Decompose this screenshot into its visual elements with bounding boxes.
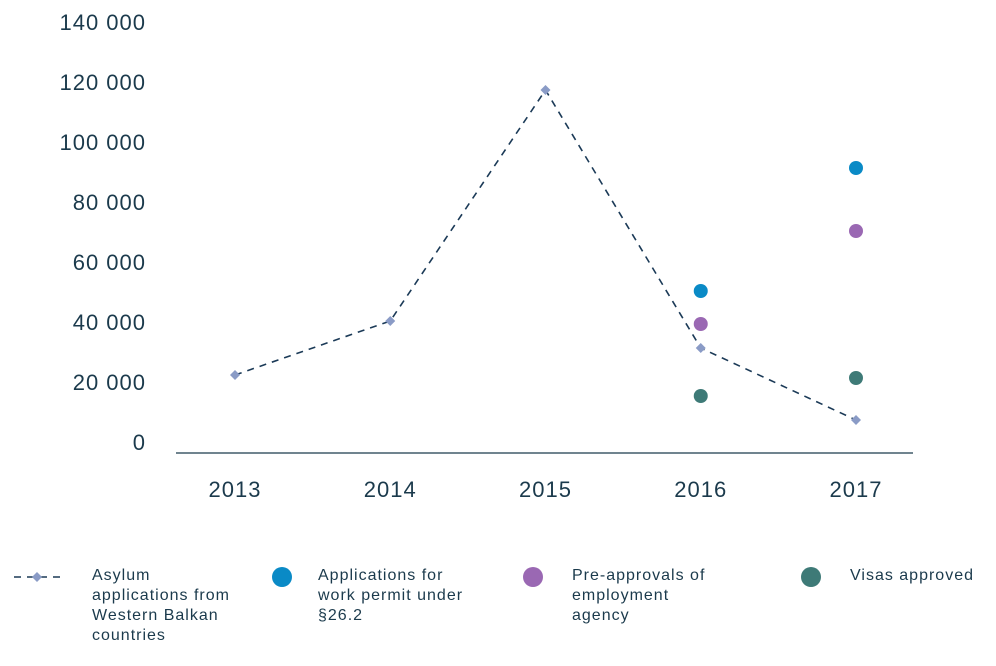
line-marker xyxy=(851,415,861,425)
scatter-point xyxy=(693,284,708,298)
scatter-point xyxy=(849,224,863,238)
line-marker xyxy=(540,85,551,95)
scatter-point xyxy=(849,371,863,385)
line-marker xyxy=(695,343,706,353)
y-tick-label: 120 000 xyxy=(59,70,146,95)
y-tick-label: 40 000 xyxy=(73,310,146,335)
x-tick-label: 2016 xyxy=(674,477,727,502)
y-tick-label: 60 000 xyxy=(73,250,146,275)
x-tick-label: 2017 xyxy=(830,477,883,502)
y-tick-label: 140 000 xyxy=(59,10,146,35)
legend-marker xyxy=(32,572,42,582)
legend-label: Asylum applications from Western Balkan … xyxy=(92,567,230,644)
legend-label: Pre-approvals of employment agency xyxy=(572,567,706,624)
legend-marker xyxy=(523,567,543,587)
scatter-point xyxy=(849,161,863,175)
line-marker xyxy=(230,370,240,380)
legend-label: Visas approved xyxy=(850,567,974,584)
x-tick-label: 2014 xyxy=(364,477,417,502)
y-tick-label: 80 000 xyxy=(73,190,146,215)
y-tick-label: 0 xyxy=(133,430,146,455)
series-line xyxy=(234,88,857,421)
line-marker xyxy=(385,316,396,326)
x-tick-label: 2013 xyxy=(209,477,262,502)
y-tick-label: 100 000 xyxy=(59,130,146,155)
scatter-point xyxy=(693,389,708,403)
legend-marker xyxy=(801,567,821,587)
legend-marker xyxy=(272,567,292,587)
scatter-point xyxy=(693,317,708,331)
x-tick-label: 2015 xyxy=(519,477,572,502)
y-tick-label: 20 000 xyxy=(73,370,146,395)
legend-label: Applications for work permit under §26.2 xyxy=(318,567,464,624)
